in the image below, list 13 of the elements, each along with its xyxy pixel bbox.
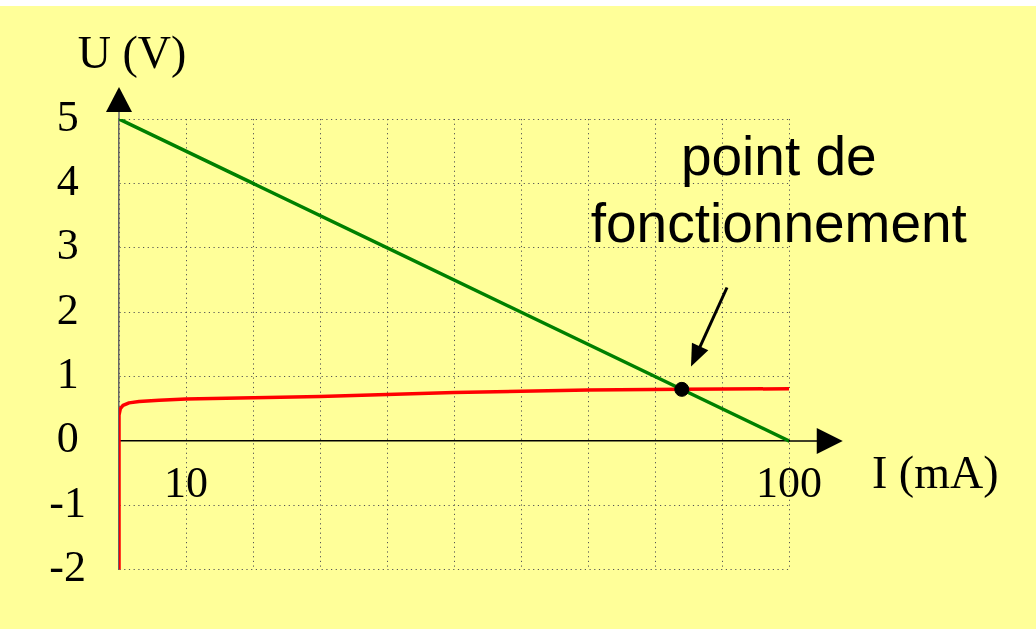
y-tick-label: -1: [49, 477, 86, 527]
y-tick-label: 1: [56, 349, 79, 399]
x-axis-title: I (mA): [872, 446, 999, 498]
y-tick-label: 3: [56, 220, 79, 270]
x-tick-label: 10: [164, 457, 208, 507]
y-axis-title: U (V): [77, 27, 187, 78]
x-tick-label: 100: [756, 457, 822, 507]
y-tick-label: -2: [49, 542, 86, 592]
y-tick-label: 0: [56, 413, 79, 463]
y-tick-label: 5: [56, 91, 79, 141]
annotation: point de fonctionnement: [590, 125, 967, 255]
y-tick-label: 4: [56, 155, 79, 205]
y-tick-label: 2: [56, 284, 79, 334]
